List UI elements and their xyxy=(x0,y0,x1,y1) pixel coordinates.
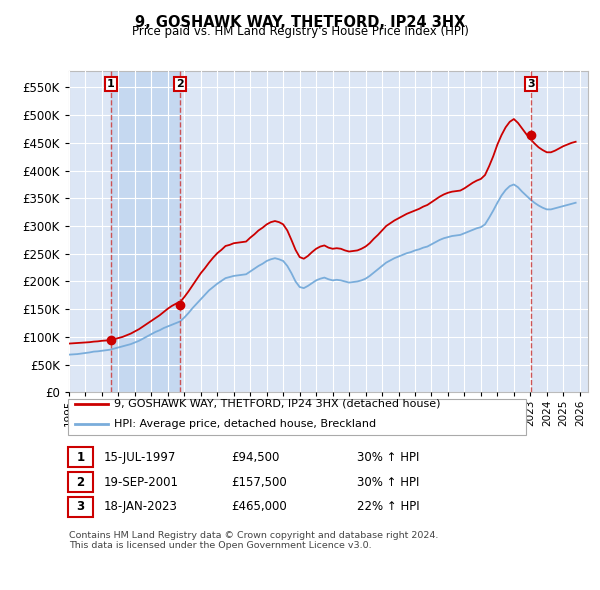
Text: 18-JAN-2023: 18-JAN-2023 xyxy=(104,500,178,513)
Text: £94,500: £94,500 xyxy=(231,451,280,464)
Text: £157,500: £157,500 xyxy=(231,476,287,489)
Text: 3: 3 xyxy=(76,500,85,513)
Text: 1: 1 xyxy=(76,451,85,464)
Text: Contains HM Land Registry data © Crown copyright and database right 2024.
This d: Contains HM Land Registry data © Crown c… xyxy=(69,531,439,550)
Text: 9, GOSHAWK WAY, THETFORD, IP24 3HX: 9, GOSHAWK WAY, THETFORD, IP24 3HX xyxy=(135,15,465,30)
Text: 19-SEP-2001: 19-SEP-2001 xyxy=(104,476,179,489)
Bar xyxy=(111,71,180,392)
Text: 15-JUL-1997: 15-JUL-1997 xyxy=(104,451,176,464)
Text: £465,000: £465,000 xyxy=(231,500,287,513)
Text: Price paid vs. HM Land Registry's House Price Index (HPI): Price paid vs. HM Land Registry's House … xyxy=(131,25,469,38)
Text: HPI: Average price, detached house, Breckland: HPI: Average price, detached house, Brec… xyxy=(114,419,376,429)
Text: 9, GOSHAWK WAY, THETFORD, IP24 3HX (detached house): 9, GOSHAWK WAY, THETFORD, IP24 3HX (deta… xyxy=(114,399,440,409)
Text: 30% ↑ HPI: 30% ↑ HPI xyxy=(357,451,419,464)
Text: 22% ↑ HPI: 22% ↑ HPI xyxy=(357,500,419,513)
Text: 2: 2 xyxy=(76,476,85,489)
Text: 1: 1 xyxy=(107,79,115,89)
Text: 30% ↑ HPI: 30% ↑ HPI xyxy=(357,476,419,489)
Text: 3: 3 xyxy=(527,79,535,89)
Text: 2: 2 xyxy=(176,79,184,89)
